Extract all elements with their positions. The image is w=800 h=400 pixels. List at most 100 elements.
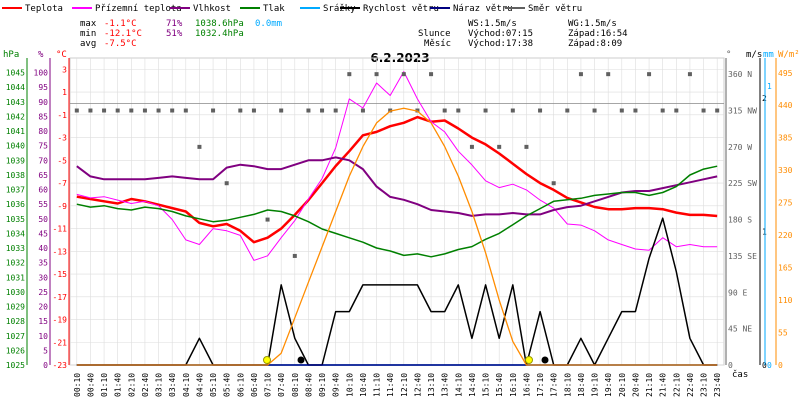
sun-label: Slunce	[418, 29, 451, 39]
series-line-tlak	[76, 165, 718, 258]
legend-label: Srážky	[323, 4, 356, 14]
axis-tick-direction: 315 NW	[728, 107, 757, 116]
wind-direction-point	[306, 108, 311, 113]
wind-direction-point	[674, 108, 679, 113]
axis-tick-pressure: 1044	[6, 83, 25, 92]
stats-max-hum: 71%	[166, 19, 183, 29]
axis-tick-solar: 220	[778, 231, 793, 240]
wind-direction-point	[715, 108, 720, 113]
x-tick-label: 19:10	[591, 373, 600, 397]
legend-item-precip: Srážky	[300, 4, 356, 14]
axis-tick-pressure: 1040	[6, 142, 25, 151]
wind-direction-point	[333, 108, 338, 113]
legend-label: Rychlost větru	[363, 4, 439, 14]
x-tick-label: 20:40	[631, 373, 640, 397]
legend-item-humidity: Vlhkost	[170, 4, 231, 14]
stats-min-hum: 51%	[166, 29, 183, 39]
x-tick-label: 02:40	[141, 373, 150, 397]
wind-direction-point	[211, 108, 216, 113]
axis-tick-direction: 360 N	[728, 70, 752, 79]
axis-tick-temperature: 1	[62, 88, 67, 97]
wind-direction-point	[224, 181, 229, 186]
x-tick-label: 17:10	[536, 373, 545, 397]
axis-tick-solar: 275	[778, 199, 793, 208]
axis-tick-temperature: -5	[57, 156, 67, 165]
axis-tick-pressure: 1029	[6, 303, 25, 312]
wind-direction-point	[647, 72, 652, 77]
wind-direction-point	[320, 108, 325, 113]
axis-tick-pressure: 1039	[6, 156, 25, 165]
axis-tick-pressure: 1025	[6, 361, 25, 370]
axis-tick-solar: 330	[778, 166, 793, 175]
stats-block: max -1.1°C 71% 1038.6hPa 0.0mm min -12.1…	[80, 19, 282, 49]
axis-tick-humidity: 40	[38, 244, 48, 253]
x-tick-label: 11:40	[386, 373, 395, 397]
legend-item-teplota: Teplota	[2, 4, 63, 14]
wind-direction-point	[469, 144, 474, 149]
x-tick-label: 00:40	[86, 373, 95, 397]
axis-tick-pressure: 1033	[6, 244, 25, 253]
axis-tick-humidity: 0	[43, 361, 48, 370]
x-tick-label: 16:40	[522, 373, 531, 397]
axis-tick-pressure: 1038	[6, 171, 25, 180]
axis-tick-precip: 1	[767, 82, 772, 91]
wind-direction-point	[238, 108, 243, 113]
axis-tick-humidity: 20	[38, 303, 48, 312]
x-tick-label: 04:40	[195, 373, 204, 397]
wind-direction-point	[551, 181, 556, 186]
axis-tick-humidity: 95	[38, 83, 48, 92]
wind-direction-point	[510, 108, 515, 113]
x-tick-label: 18:10	[563, 373, 572, 397]
x-tick-label: 06:40	[250, 373, 259, 397]
axis-tick-temperature: -15	[53, 270, 68, 279]
axis-tick-pressure: 1026	[6, 346, 25, 355]
x-tick-label: 05:40	[223, 373, 232, 397]
axis-tick-direction: 270 W	[728, 143, 752, 152]
wind-direction-point	[265, 217, 270, 222]
wind-direction-point	[401, 72, 406, 77]
wind-direction-point	[606, 72, 611, 77]
grid	[69, 57, 725, 366]
axis-tick-pressure: 1045	[6, 69, 25, 78]
stats-min-label: min	[80, 29, 96, 39]
legend-item-pressure: Tlak	[240, 4, 285, 14]
wind-direction-point	[279, 108, 284, 113]
axis-tick-pressure: 1031	[6, 273, 25, 282]
moonrise: Východ:17:38	[468, 39, 533, 49]
x-tick-label: 04:10	[182, 373, 191, 397]
wind-direction-point	[115, 108, 120, 113]
axis-tick-precip: 0	[767, 361, 772, 370]
axis-tick-humidity: 5	[43, 346, 48, 355]
stats-max-label: max	[80, 19, 97, 29]
axis-tick-humidity: 60	[38, 186, 48, 195]
axis-tick-pressure: 1030	[6, 288, 25, 297]
x-tick-label: 09:10	[318, 373, 327, 397]
x-tick-label: 03:10	[155, 373, 164, 397]
stats-avg-label: avg	[80, 39, 96, 49]
x-tick-label: 12:40	[413, 373, 422, 397]
series-layer	[74, 71, 720, 366]
axis-tick-temperature: -19	[53, 316, 68, 325]
x-tick-label: 12:10	[400, 373, 409, 397]
x-tick-label: 17:40	[550, 373, 559, 397]
axis-tick-solar: 165	[778, 264, 793, 273]
legend-item-wind-direction: Směr větru	[505, 4, 582, 14]
sunset: Západ:16:54	[568, 29, 628, 39]
astro-markers	[263, 356, 549, 364]
wind-direction-point	[456, 108, 461, 113]
x-tick-label: 02:10	[127, 373, 136, 397]
axis-tick-solar: 0	[778, 361, 783, 370]
axis-tick-direction: 90 E	[728, 288, 747, 297]
x-tick-label: 08:10	[291, 373, 300, 397]
axis-tick-humidity: 80	[38, 127, 48, 136]
unit-time: čas	[732, 369, 748, 380]
axis-tick-pressure: 1028	[6, 317, 25, 326]
series-line-rychlost-v-tru	[76, 217, 718, 366]
wind-direction-point	[524, 144, 529, 149]
axis-tick-solar: 110	[778, 296, 793, 305]
wind-direction-point	[660, 108, 665, 113]
legend-label: Teplota	[25, 4, 63, 14]
axis-tick-humidity: 35	[38, 259, 48, 268]
axis-tick-humidity: 90	[38, 98, 48, 107]
axis-tick-humidity: 15	[38, 317, 48, 326]
